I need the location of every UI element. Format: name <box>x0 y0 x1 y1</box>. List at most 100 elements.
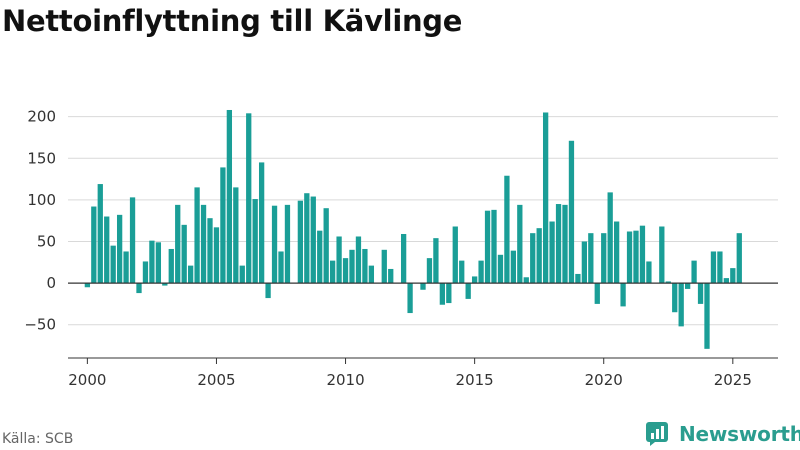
gridlines <box>68 116 778 326</box>
bar <box>323 208 329 284</box>
bar <box>639 225 646 284</box>
bar <box>433 238 439 284</box>
bar <box>717 251 723 284</box>
bar <box>484 210 491 284</box>
bar <box>704 283 710 349</box>
bar <box>400 233 407 284</box>
newsworthy-logo-icon <box>646 422 668 446</box>
x-tick-label: 2020 <box>585 371 623 389</box>
bar <box>730 268 736 284</box>
bar <box>620 283 626 307</box>
bar <box>530 233 536 284</box>
bar <box>613 221 620 284</box>
y-tick-label: 0 <box>46 274 56 292</box>
bar <box>517 204 523 284</box>
bar <box>155 242 162 284</box>
bar <box>381 249 387 284</box>
bar <box>594 283 600 304</box>
bar <box>123 251 129 284</box>
bar <box>536 228 542 284</box>
bar <box>175 204 181 284</box>
chart-title: Nettoinflyttning till Kävlinge <box>2 4 463 38</box>
bar <box>459 260 465 284</box>
bar <box>342 258 349 284</box>
bar <box>607 192 613 284</box>
bar <box>465 283 471 299</box>
bar <box>91 206 97 284</box>
y-tick-label: 200 <box>27 108 56 126</box>
bar <box>420 283 426 290</box>
bar <box>646 261 652 284</box>
bars <box>84 109 742 349</box>
bar <box>226 109 233 284</box>
bar <box>368 265 375 284</box>
bar <box>310 196 316 284</box>
bar <box>349 249 355 284</box>
bar <box>329 260 336 284</box>
bar <box>736 233 742 284</box>
bar <box>568 140 575 284</box>
bar <box>181 224 187 284</box>
bar <box>407 283 413 314</box>
bar <box>104 216 110 284</box>
bar <box>633 230 639 284</box>
bar <box>672 283 678 313</box>
brand-name: Newsworthy <box>679 422 800 446</box>
bar <box>246 113 252 284</box>
bar <box>542 112 549 284</box>
bar <box>271 205 278 284</box>
x-tick-label: 2000 <box>68 371 106 389</box>
bar <box>284 204 291 284</box>
bar <box>233 187 239 284</box>
bar <box>588 233 594 284</box>
y-tick-label: 50 <box>37 232 56 250</box>
bar <box>297 200 304 284</box>
bar <box>336 236 342 284</box>
bar <box>510 250 517 284</box>
y-tick-label: 100 <box>27 191 56 209</box>
y-tick-label: 150 <box>27 149 56 167</box>
x-tick-label: 2015 <box>456 371 494 389</box>
bar <box>304 193 310 284</box>
bar <box>665 281 671 284</box>
bar <box>581 241 588 284</box>
bar <box>684 283 691 289</box>
bar <box>258 162 265 284</box>
bar <box>187 265 194 284</box>
bar <box>220 167 226 284</box>
bar <box>388 268 394 284</box>
bar <box>129 197 136 284</box>
brand-logo[interactable]: Newsworthy <box>645 421 800 447</box>
bar <box>239 265 245 284</box>
bar <box>691 260 697 284</box>
bar <box>355 236 362 284</box>
bar <box>207 218 213 284</box>
bar <box>491 209 497 284</box>
bar <box>142 261 149 284</box>
bar <box>723 278 730 284</box>
axes: −50 0 50 100 150 200 2000 2005 2010 2015 2020 2025 <box>24 108 778 389</box>
bar <box>97 184 103 284</box>
bar <box>497 254 504 284</box>
bar <box>562 204 568 284</box>
bar <box>426 258 433 284</box>
bar <box>265 283 271 299</box>
bar <box>575 273 581 284</box>
bar <box>555 204 562 284</box>
bar <box>523 277 529 284</box>
bar <box>136 283 142 294</box>
bar <box>601 233 607 284</box>
bar <box>697 283 704 304</box>
bar <box>213 227 220 284</box>
source-note: Källa: SCB <box>2 431 74 447</box>
bar <box>626 231 633 284</box>
bar <box>278 251 284 284</box>
bar <box>149 240 155 284</box>
bar <box>200 204 207 284</box>
bar <box>362 248 368 284</box>
bar <box>446 283 452 304</box>
x-tick-label: 2025 <box>714 371 752 389</box>
bar <box>162 283 168 286</box>
x-tick-label: 2010 <box>326 371 364 389</box>
